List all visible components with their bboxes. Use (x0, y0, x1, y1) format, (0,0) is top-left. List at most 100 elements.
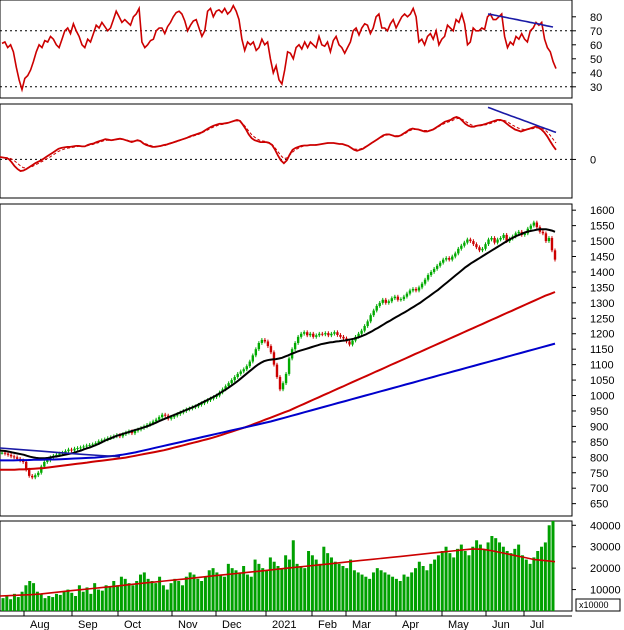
candle-body (411, 288, 415, 291)
candle-body (31, 475, 34, 478)
candle-body (233, 376, 236, 381)
x-tick-label: Sep (78, 619, 98, 630)
volume-bar (364, 576, 368, 611)
volume-bar (471, 546, 475, 611)
volume-bar (39, 593, 43, 611)
candle-body (445, 258, 448, 260)
candle-body (73, 448, 76, 451)
candle-body (275, 364, 279, 377)
candle-body (493, 237, 496, 243)
volume-bar (341, 566, 345, 611)
candle-body (435, 265, 439, 269)
rsi-frame (0, 0, 573, 99)
candle-body (157, 417, 161, 420)
candle-body (475, 244, 478, 248)
y-tick-label: 1150 (590, 344, 614, 356)
y-tick-label: 0 (590, 154, 596, 166)
volume-bar (551, 521, 555, 611)
candle-body (532, 222, 536, 226)
rsi-trendline (487, 13, 554, 28)
volume-bar (410, 572, 414, 611)
candle-body (100, 440, 103, 442)
candle-body (408, 290, 412, 294)
volume-bar (329, 557, 333, 611)
volume-bar (268, 557, 272, 611)
volume-bar (463, 551, 467, 611)
volume-bar (184, 576, 188, 611)
candle-body (487, 239, 490, 245)
volume-bar (375, 568, 379, 611)
candle-body (9, 454, 13, 457)
y-tick-label: 1200 (590, 329, 614, 341)
x-tick-label: Nov (178, 619, 198, 630)
candle-body (91, 444, 94, 446)
candle-body (299, 333, 303, 337)
candle-body (466, 239, 469, 243)
volume-bar (169, 583, 173, 611)
candle-body (336, 332, 339, 335)
volume-bar (249, 576, 253, 611)
candle-body (176, 414, 179, 416)
candle-body (227, 383, 230, 387)
candle-body (318, 333, 321, 336)
candle-body (321, 333, 324, 335)
y-tick-label: 1500 (590, 236, 614, 248)
candle-body (378, 302, 381, 306)
candle-body (242, 369, 245, 372)
volume-bar (295, 563, 299, 611)
volume-bar (505, 551, 509, 611)
candle-body (372, 310, 375, 316)
volume-bar (509, 553, 513, 611)
candle-body (88, 444, 91, 446)
y-tick-label: 60 (590, 40, 602, 52)
volume-bar (406, 576, 410, 611)
candle-body (284, 373, 288, 384)
candle-body (296, 336, 300, 344)
candle-body (387, 301, 390, 303)
y-tick-label: 950 (590, 406, 608, 418)
y-tick-label: 10000 (590, 585, 621, 597)
candle-body (544, 233, 548, 242)
volume-bar (173, 578, 177, 611)
candle-body (502, 234, 505, 238)
y-tick-label: 1250 (590, 313, 614, 325)
candle-body (154, 419, 158, 422)
volume-bar (448, 553, 452, 611)
macd-trendline (487, 106, 557, 134)
volume-bar (494, 538, 498, 611)
volume-bar (291, 540, 295, 611)
candle-body (517, 231, 520, 234)
candle-body (224, 386, 227, 390)
candle-body (324, 333, 327, 335)
candle-body (46, 460, 49, 462)
volume-bar (345, 568, 349, 611)
y-tick-label: 800 (590, 452, 608, 464)
volume-bar (429, 563, 433, 611)
volume-bar (119, 576, 123, 611)
candle-body (481, 248, 484, 251)
volume-bar (513, 548, 517, 611)
candle-body (484, 244, 487, 249)
candle-body (396, 296, 400, 300)
volume-bar (310, 555, 314, 611)
candle-body (266, 341, 270, 347)
volume-bar (349, 559, 353, 611)
volume-bar (70, 592, 74, 611)
volume-bar (394, 578, 398, 611)
candle-body (417, 287, 421, 291)
volume-bar (452, 557, 456, 611)
volume-bar (498, 542, 502, 611)
candle-body (342, 336, 345, 339)
volume-bar (440, 551, 444, 611)
volume-bar (203, 576, 207, 611)
volume-bar (54, 593, 58, 611)
volume-bar (93, 583, 97, 611)
volume-bar (280, 568, 284, 611)
candle-body (24, 461, 28, 470)
y-tick-label: 30000 (590, 542, 621, 554)
candle-body (432, 268, 436, 272)
volume-bar (501, 546, 505, 611)
volume-bar (414, 568, 417, 611)
candle-body (330, 333, 333, 336)
candle-body (34, 475, 37, 478)
